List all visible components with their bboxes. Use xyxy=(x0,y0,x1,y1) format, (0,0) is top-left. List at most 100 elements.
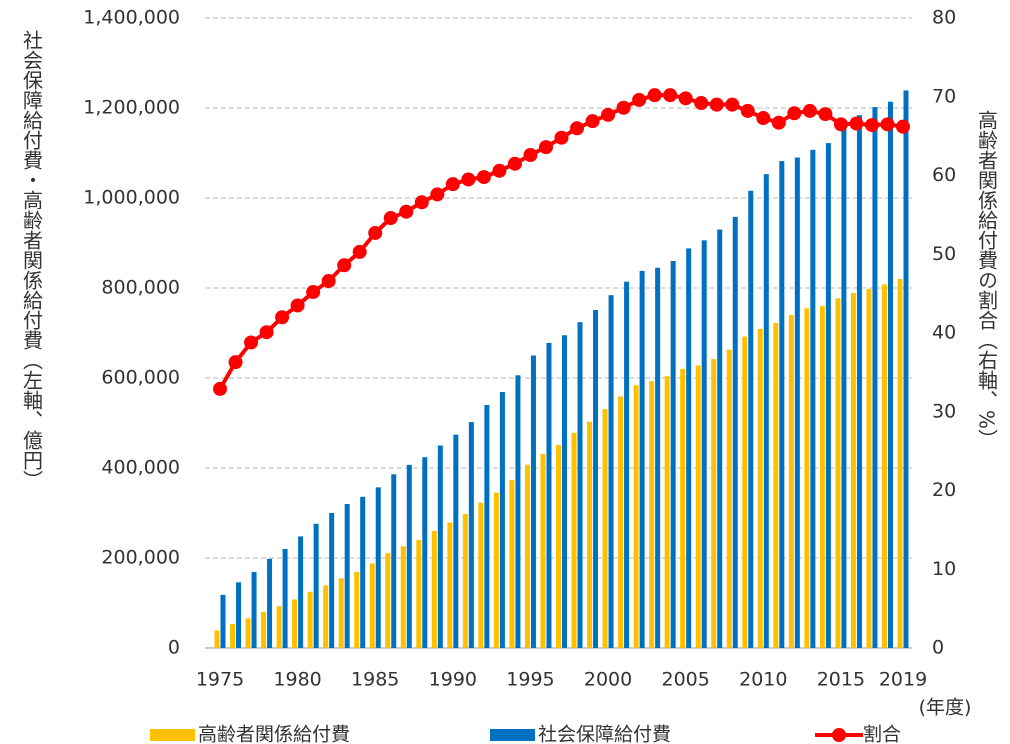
bar xyxy=(726,349,732,648)
x-tick-label: 2015 xyxy=(817,669,865,691)
marker xyxy=(492,163,507,178)
x-tick-label: 1980 xyxy=(273,669,321,691)
bar xyxy=(323,585,329,648)
bar xyxy=(779,161,785,648)
legend-swatch xyxy=(150,729,195,741)
bar xyxy=(329,513,335,648)
bar xyxy=(835,298,841,648)
bar xyxy=(602,409,608,648)
marker xyxy=(632,92,647,107)
marker xyxy=(554,130,569,145)
bar xyxy=(556,445,561,648)
marker xyxy=(290,298,305,313)
bar xyxy=(587,421,593,648)
marker xyxy=(383,211,398,226)
bar xyxy=(804,308,810,648)
bar xyxy=(841,121,847,648)
y2-tick-label: 70 xyxy=(932,85,956,107)
bar xyxy=(524,464,530,648)
y2-tick-label: 40 xyxy=(932,322,956,344)
x-tick-label: 2005 xyxy=(662,669,710,691)
bar xyxy=(447,522,453,648)
bar xyxy=(509,480,515,648)
marker xyxy=(585,114,600,129)
marker xyxy=(476,170,491,185)
bar xyxy=(493,492,499,648)
marker xyxy=(896,119,910,134)
bar xyxy=(546,342,552,648)
y-tick-label: 200,000 xyxy=(101,547,180,569)
x-tick-label: 2000 xyxy=(584,669,632,691)
bar xyxy=(887,101,893,648)
x-axis-title: (年度) xyxy=(919,697,972,719)
bar xyxy=(664,376,670,648)
y2-tick-label: 60 xyxy=(932,164,956,186)
bar xyxy=(220,594,226,648)
bar xyxy=(773,323,779,648)
bar xyxy=(499,391,505,648)
bar xyxy=(686,248,692,648)
bar xyxy=(655,267,661,648)
legend-swatch xyxy=(832,728,846,742)
bar xyxy=(298,536,304,648)
bar xyxy=(788,315,794,648)
y2-tick-label: 80 xyxy=(932,7,956,29)
bar xyxy=(369,563,375,648)
y-tick-label: 1,400,000 xyxy=(83,7,180,29)
x-tick-label: 1990 xyxy=(429,669,477,691)
bar xyxy=(881,284,887,648)
marker xyxy=(787,106,802,121)
marker xyxy=(538,140,553,155)
marker xyxy=(461,172,476,187)
y-tick-label: 0 xyxy=(168,637,180,659)
bar xyxy=(468,422,474,648)
marker xyxy=(337,258,352,273)
bar xyxy=(416,540,422,648)
y2-tick-label: 30 xyxy=(932,400,956,422)
marker xyxy=(880,117,895,132)
bar xyxy=(794,157,800,648)
bar xyxy=(695,365,701,648)
marker xyxy=(570,121,585,136)
bar xyxy=(214,630,220,648)
marker xyxy=(663,88,678,103)
marker xyxy=(399,204,414,219)
bar xyxy=(624,281,630,648)
bar xyxy=(866,288,872,648)
bar xyxy=(810,149,816,648)
bar xyxy=(633,385,639,648)
bar xyxy=(391,474,397,648)
bar xyxy=(819,306,825,648)
bar xyxy=(717,229,723,648)
x-tick-label: 1995 xyxy=(506,669,554,691)
bar xyxy=(748,190,754,649)
x-tick-label: 1975 xyxy=(196,669,244,691)
bar xyxy=(313,523,319,648)
y-tick-label: 1,200,000 xyxy=(83,97,180,119)
y-tick-label: 600,000 xyxy=(101,367,180,389)
bar xyxy=(431,531,437,648)
marker xyxy=(228,355,243,370)
marker xyxy=(244,335,259,350)
bar xyxy=(618,396,624,648)
x-tick-label: 1985 xyxy=(351,669,399,691)
marker xyxy=(507,156,522,171)
bar xyxy=(282,549,288,648)
marker xyxy=(523,148,538,163)
bar xyxy=(276,606,282,648)
bar xyxy=(856,115,862,648)
bar xyxy=(540,454,546,648)
legend-label: 高齢者関係給付費 xyxy=(198,724,350,744)
y-tick-label: 400,000 xyxy=(101,457,180,479)
marker xyxy=(694,96,709,111)
bar xyxy=(850,292,856,648)
marker xyxy=(818,107,833,122)
marker xyxy=(414,195,429,210)
bar xyxy=(375,487,381,648)
y2-axis-title: 高齢者関係給付費の割合（右軸、%） xyxy=(975,110,999,449)
y-tick-label: 1,000,000 xyxy=(83,187,180,209)
bar xyxy=(484,405,490,648)
marker xyxy=(213,381,227,396)
bar xyxy=(338,578,344,648)
